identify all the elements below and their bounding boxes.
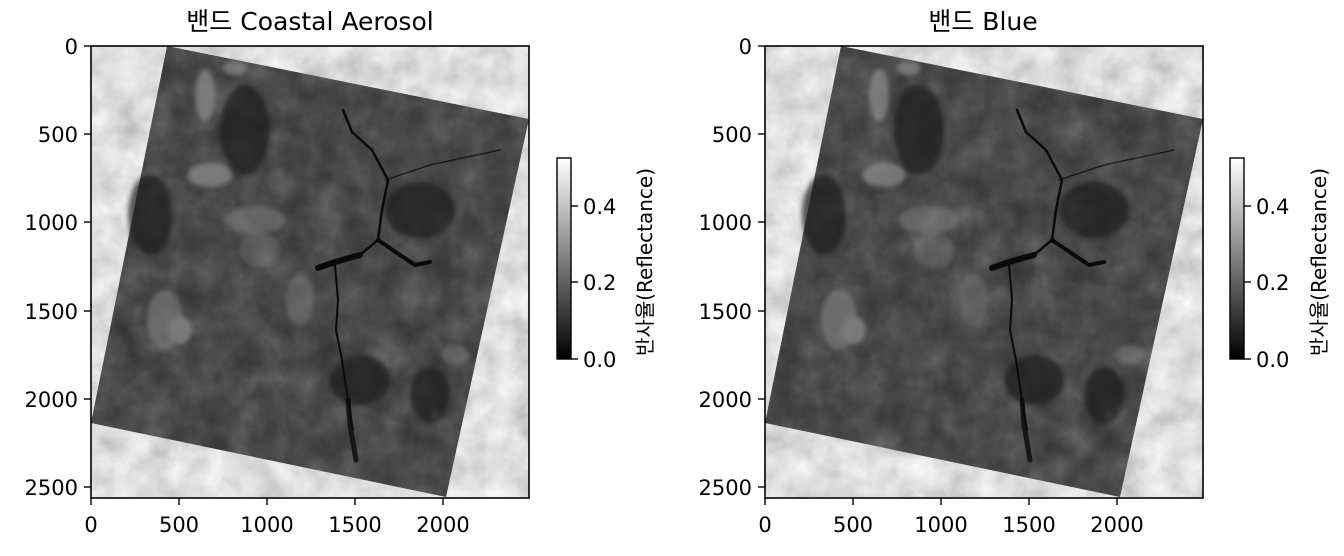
colorbar-label: 반사율(Reflectance) (1307, 168, 1331, 356)
panel-2: 밴드 Blue (699, 7, 1331, 537)
x-axis (764, 498, 1118, 505)
plot-frame (90, 45, 530, 499)
satellite-scene (765, 46, 1203, 497)
y-tick-label: 2500 (25, 476, 78, 500)
colorbar-tick-label: 0.2 (583, 271, 616, 295)
colorbar-tick-label: 0.4 (583, 195, 616, 219)
colorbar-tick-label: 0.4 (1256, 195, 1289, 219)
panel-title: 밴드 Blue (928, 7, 1037, 36)
colorbar-tick-label: 0.0 (1256, 348, 1289, 372)
y-axis (84, 45, 91, 488)
y-tick-label: 500 (712, 123, 752, 147)
x-axis (90, 498, 444, 505)
x-tick-label: 2000 (1090, 513, 1143, 537)
x-tick-label: 1000 (240, 513, 293, 537)
satellite-scene (91, 46, 529, 497)
water-bodies (315, 108, 501, 463)
plot-frame (764, 45, 1204, 499)
x-tick-label: 0 (758, 513, 771, 537)
x-tick-label: 1500 (328, 513, 381, 537)
y-tick-label: 0 (65, 35, 78, 59)
x-tick-label: 1000 (914, 513, 967, 537)
panel-title: 밴드 Coastal Aerosol (186, 7, 433, 36)
colorbar-tick-label: 0.0 (583, 348, 616, 372)
y-tick-label: 2000 (699, 388, 752, 412)
y-tick-label: 1000 (25, 211, 78, 235)
panel-1: 밴드 Coastal Aerosol (25, 7, 657, 537)
y-tick-label: 2500 (699, 476, 752, 500)
y-tick-label: 2000 (25, 388, 78, 412)
dark-terrain (128, 85, 455, 423)
water-bodies (989, 108, 1175, 463)
colorbar: 0.0 0.2 0.4 반사율(Reflectance) (556, 157, 657, 372)
x-tick-label: 500 (159, 513, 199, 537)
y-tick-label: 500 (38, 123, 78, 147)
colorbar-tick-label: 0.2 (1256, 271, 1289, 295)
x-tick-label: 500 (833, 513, 873, 537)
bright-terrain (821, 61, 1143, 419)
y-tick-label: 1500 (25, 300, 78, 324)
x-tick-label: 2000 (416, 513, 469, 537)
x-tick-label: 0 (84, 513, 97, 537)
y-axis (758, 45, 765, 488)
bright-terrain (147, 61, 469, 419)
y-tick-label: 0 (739, 35, 752, 59)
colorbar: 0.0 0.2 0.4 반사율(Reflectance) (1229, 157, 1331, 372)
dark-terrain (802, 85, 1129, 423)
y-tick-label: 1000 (699, 211, 752, 235)
colorbar-label: 반사율(Reflectance) (633, 168, 657, 356)
x-tick-label: 1500 (1002, 513, 1055, 537)
y-tick-label: 1500 (699, 300, 752, 324)
